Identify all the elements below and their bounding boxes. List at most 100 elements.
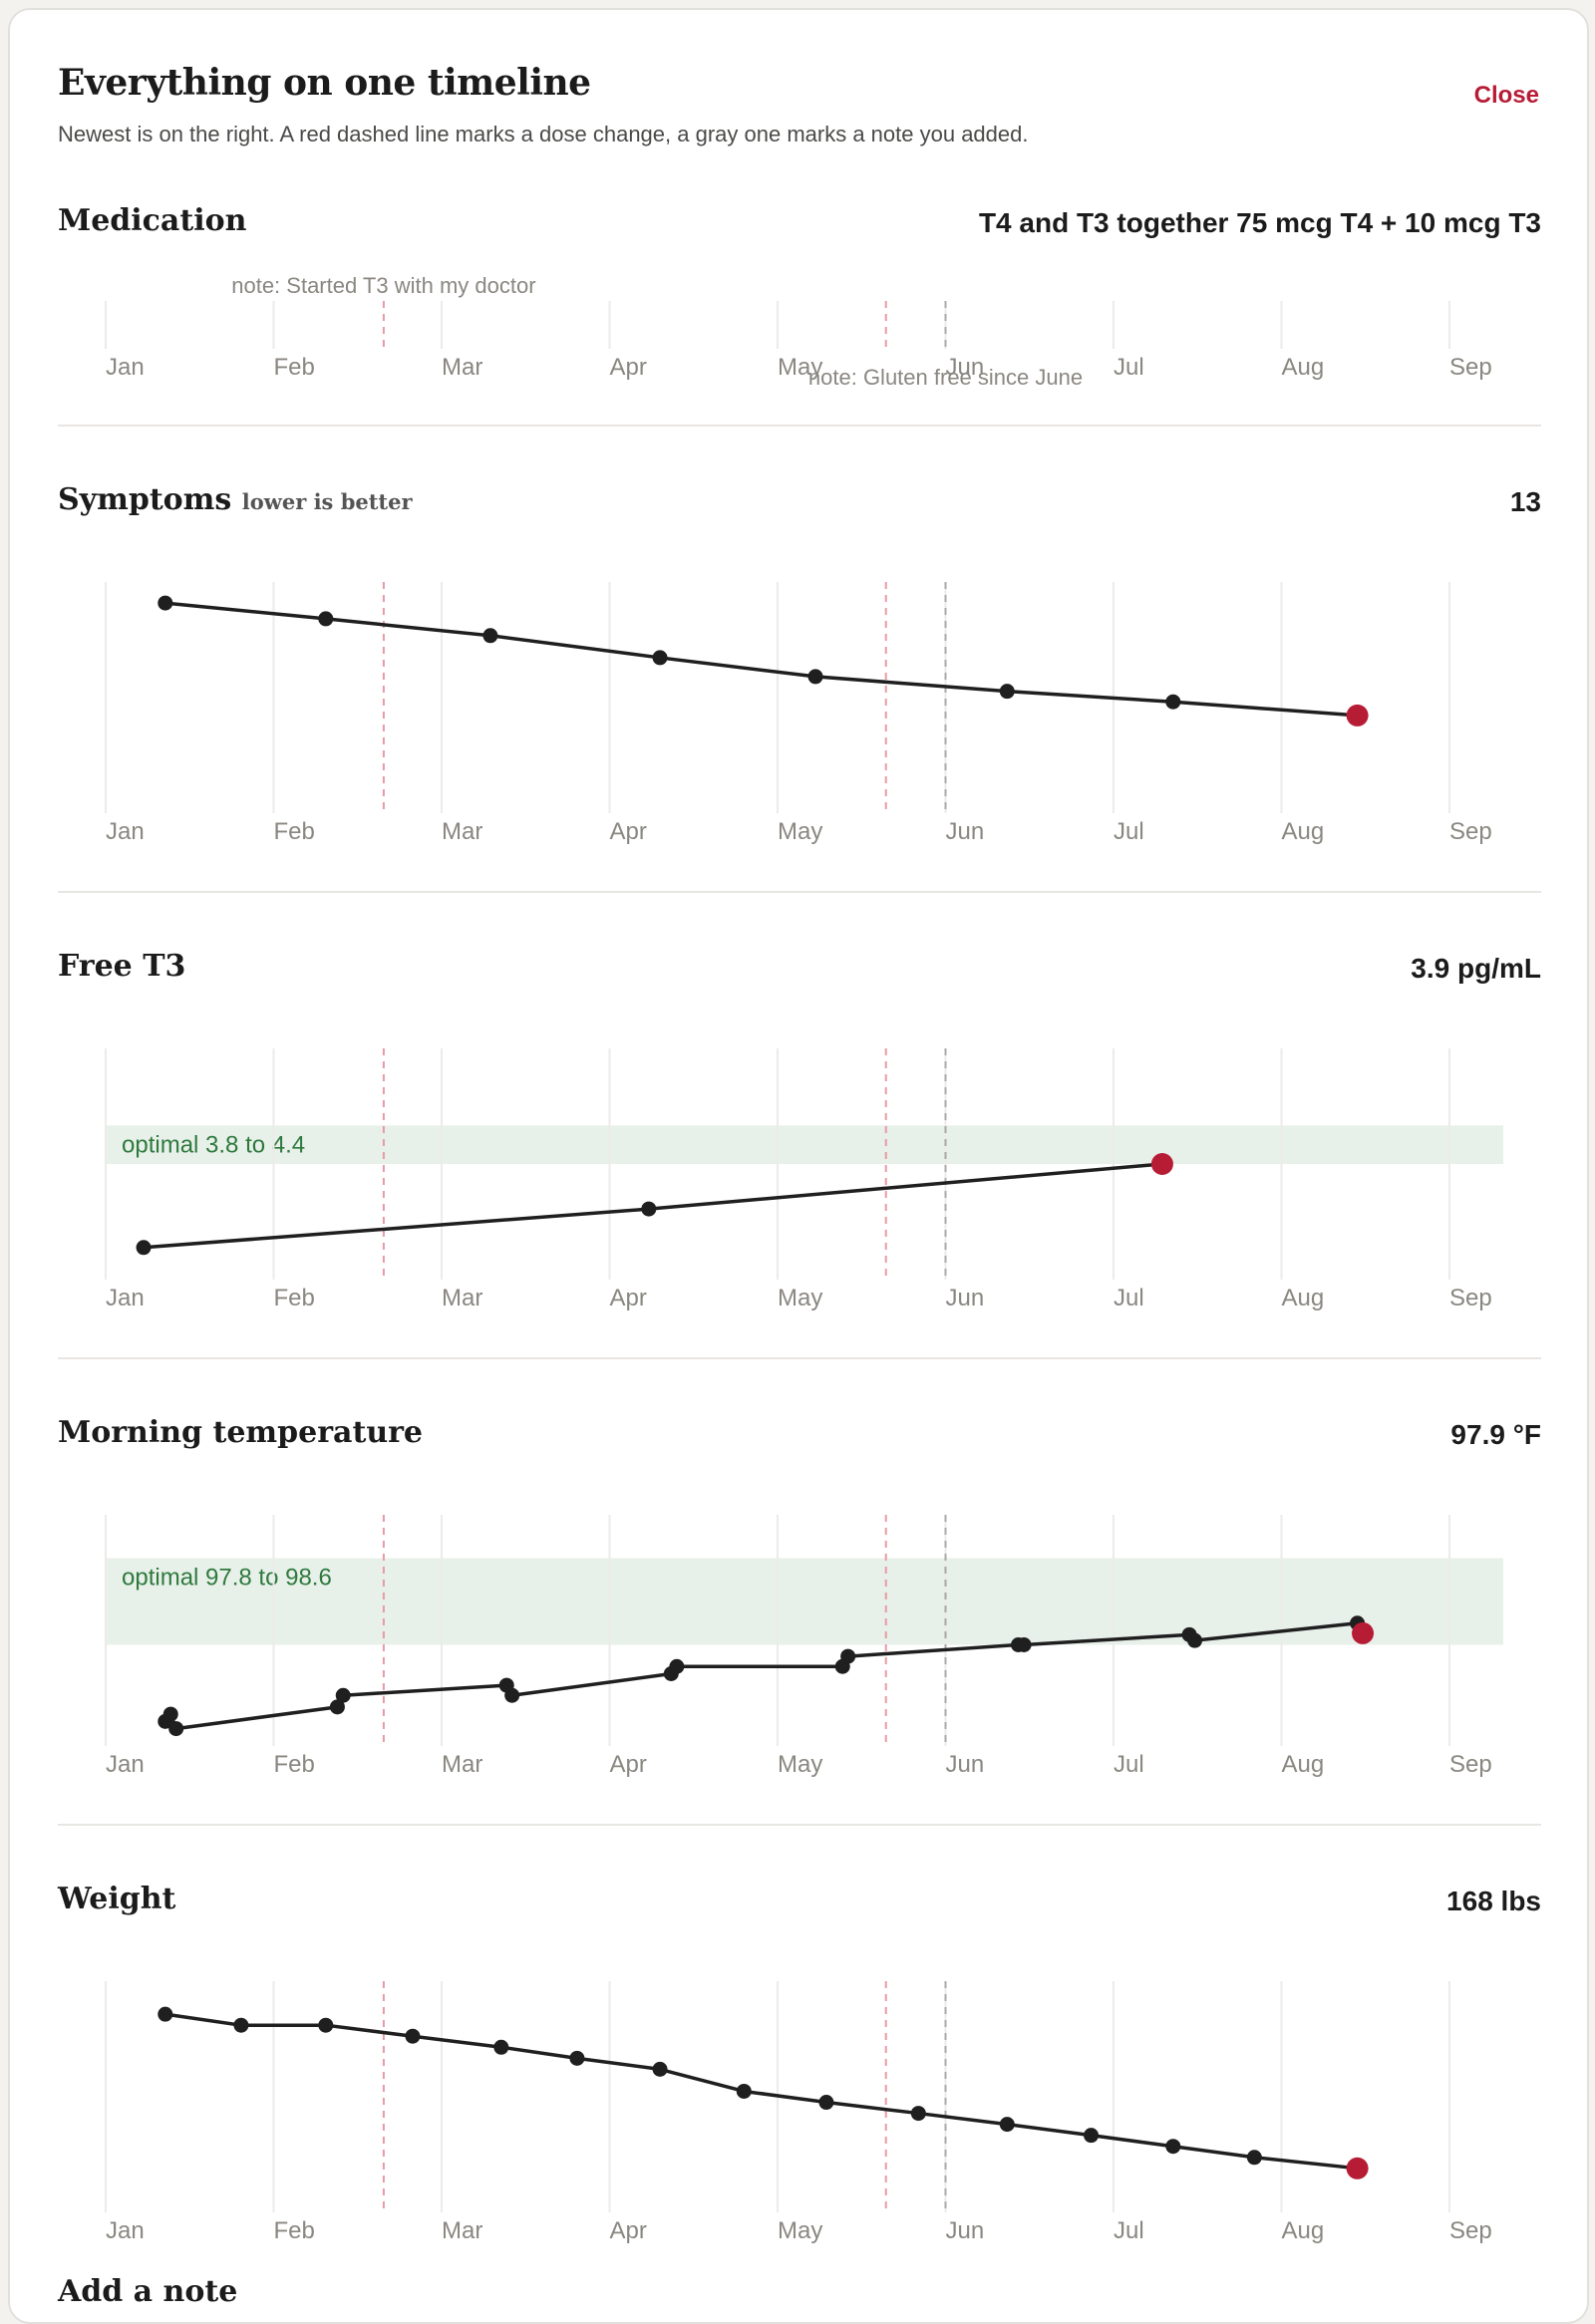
month-tick-label: Jul <box>1114 2217 1144 2244</box>
month-tick-label: Jun <box>946 2217 985 2244</box>
month-tick-label: Sep <box>1449 2217 1492 2244</box>
month-tick-label: May <box>778 818 822 845</box>
latest-data-point <box>1346 2157 1369 2179</box>
data-point <box>1016 1637 1032 1652</box>
data-point <box>493 2039 509 2055</box>
symptoms-chart: Jan Feb Mar Apr May Jun Jul Aug Sep <box>105 582 1492 845</box>
month-tick-label: Jul <box>1114 1285 1144 1311</box>
data-point <box>641 1201 657 1217</box>
month-tick-label: Mar <box>442 1751 482 1778</box>
data-point <box>504 1687 520 1703</box>
section-divider <box>58 891 1541 893</box>
free-t3-value: 3.9 pg/mL <box>1411 953 1541 984</box>
month-tick-label: Sep <box>1449 354 1492 381</box>
month-tick-label: Mar <box>442 1285 482 1311</box>
data-point <box>999 684 1015 700</box>
free-t3-chart: optimal 3.8 to 4.4 Jan Feb Mar Apr May Jun Jul A… <box>105 1048 1503 1311</box>
data-point <box>482 628 498 644</box>
weight-value: 168 lbs <box>1446 1886 1541 1916</box>
data-point <box>910 2106 926 2122</box>
month-tick-label: Sep <box>1449 818 1492 845</box>
data-point <box>158 2006 173 2022</box>
optimal-range-band <box>106 1125 1503 1164</box>
weight-section: Weight 168 lbs Jan Feb Mar Apr May Jun Jul Aug S… <box>58 1878 1541 2276</box>
section-divider <box>58 425 1541 427</box>
data-point <box>335 1687 351 1703</box>
close-button[interactable]: Close <box>1473 82 1539 109</box>
add-note-heading[interactable]: Add a note <box>58 2274 238 2309</box>
month-tick-label: Aug <box>1282 354 1325 381</box>
month-tick-label: Aug <box>1282 1751 1325 1778</box>
month-tick-label: Feb <box>274 2217 315 2244</box>
data-point <box>1187 1632 1203 1648</box>
month-tick-label: Feb <box>274 818 315 845</box>
month-tick-label: May <box>778 1751 822 1778</box>
month-tick-label: Feb <box>274 1751 315 1778</box>
data-point <box>329 1699 345 1715</box>
latest-data-point <box>1150 1153 1173 1175</box>
month-tick-label: Sep <box>1449 1285 1492 1311</box>
month-tick-label: Mar <box>442 354 482 381</box>
month-tick-label: Jan <box>106 1751 145 1778</box>
weight-title: Weight <box>58 1882 176 1916</box>
latest-data-point <box>1346 704 1369 726</box>
weight-chart: Jan Feb Mar Apr May Jun Jul Aug Sep <box>105 1981 1492 2244</box>
data-point <box>652 2061 668 2077</box>
temperature-chart: optimal 97.8 to 98.6 Jan Feb Mar Apr May Jun Ju… <box>105 1515 1503 1778</box>
medication-timeline: Jan Feb Mar Apr May Jun Jul Aug Sep note: Started… <box>105 273 1492 390</box>
month-tick-label: Jun <box>946 818 985 845</box>
optimal-range-label: optimal 97.8 to 98.6 <box>122 1565 332 1592</box>
data-point <box>818 2095 834 2111</box>
month-tick-label: Apr <box>610 2217 647 2244</box>
optimal-range-label: optimal 3.8 to 4.4 <box>122 1131 305 1158</box>
month-tick-label: Mar <box>442 818 482 845</box>
temperature-section: Morning temperature 97.9 °F optimal 97.8… <box>58 1411 1541 1810</box>
month-tick-label: Jul <box>1114 818 1144 845</box>
month-tick-label: Jul <box>1114 354 1144 381</box>
symptoms-title: Symptoms lower is better <box>58 482 413 517</box>
data-point <box>736 2083 752 2099</box>
free-t3-title: Free T3 <box>58 949 186 984</box>
month-tick-label: Apr <box>610 818 647 845</box>
panel-title: Everything on one timeline <box>58 62 591 104</box>
month-tick-label: May <box>778 2217 822 2244</box>
month-tick-label: May <box>778 354 822 381</box>
data-point <box>669 1658 685 1674</box>
medication-note-label: note: Started T3 with my doctor <box>231 273 535 298</box>
data-point <box>136 1240 152 1256</box>
month-tick-label: Jan <box>106 2217 145 2244</box>
month-tick-label: Jan <box>106 818 145 845</box>
data-point <box>1246 2150 1262 2166</box>
month-tick-label: Feb <box>274 1285 315 1311</box>
symptoms-value: 13 <box>1509 486 1541 517</box>
data-point <box>318 611 334 627</box>
symptoms-section: Symptoms lower is better 13 Jan Feb Mar Apr… <box>58 478 1541 877</box>
data-point <box>168 1721 184 1737</box>
data-point <box>158 595 173 611</box>
month-tick-label: Aug <box>1282 1285 1325 1311</box>
month-tick-label: Apr <box>610 1751 647 1778</box>
month-tick-label: May <box>778 1285 822 1311</box>
free-t3-section: Free T3 3.9 pg/mL optimal 3.8 to 4.4 Jan F… <box>58 945 1541 1343</box>
month-tick-label: Jun <box>946 1285 985 1311</box>
month-tick-label: Jun <box>946 354 985 381</box>
timeline-panel: Everything on one timeline Newest is on … <box>8 8 1589 2324</box>
month-tick-label: Aug <box>1282 2217 1325 2244</box>
data-point <box>405 2028 421 2044</box>
month-tick-label: Jul <box>1114 1751 1144 1778</box>
section-divider <box>58 1357 1541 1359</box>
month-tick-label: Jan <box>106 354 145 381</box>
month-tick-label: Sep <box>1449 1751 1492 1778</box>
symptoms-hint: lower is better <box>241 489 413 514</box>
month-tick-label: Apr <box>610 1285 647 1311</box>
data-point <box>1084 2128 1100 2144</box>
data-point <box>569 2050 585 2066</box>
month-tick-label: Jan <box>106 1285 145 1311</box>
medication-value: T4 and T3 together 75 mcg T4 + 10 mcg T3 <box>978 207 1541 238</box>
month-tick-label: Jun <box>946 1751 985 1778</box>
data-point <box>318 2017 334 2033</box>
panel-subtitle: Newest is on the right. A red dashed lin… <box>58 122 1029 146</box>
temperature-title: Morning temperature <box>58 1415 424 1450</box>
medication-section: Medication T4 and T3 together 75 mcg T4 … <box>58 199 1541 429</box>
data-point <box>807 669 823 685</box>
